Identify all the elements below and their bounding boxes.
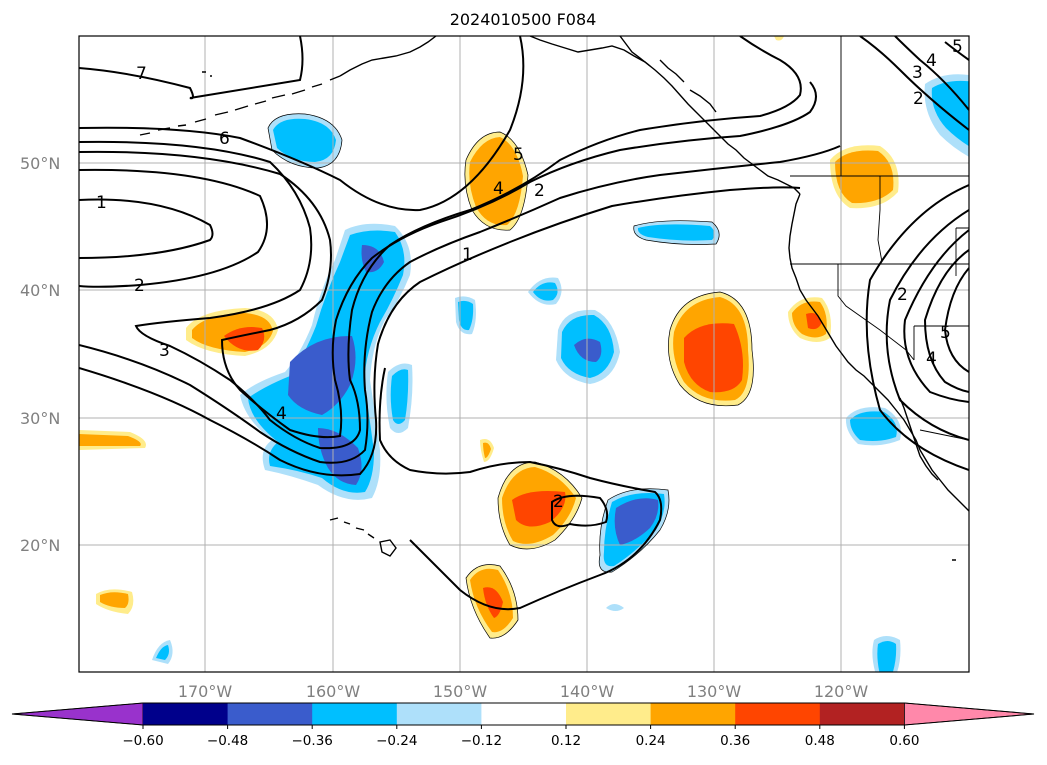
contour-label: 2 xyxy=(913,89,924,109)
lat-label: 30°N xyxy=(20,409,60,428)
contour-label: 2 xyxy=(553,492,564,512)
colorbar-segment xyxy=(735,703,821,725)
contour-label: 1 xyxy=(96,193,107,213)
colorbar: −0.60 −0.48 −0.36 −0.24 −0.12 0.12 0.24 0.36 0.4… xyxy=(11,702,1035,749)
contour-east-2 xyxy=(859,36,969,131)
contour-label: 4 xyxy=(493,179,504,199)
lon-label: 160°W xyxy=(306,682,361,701)
map-background xyxy=(79,36,969,672)
contour-3 xyxy=(79,36,802,450)
contour-label: 6 xyxy=(219,129,230,149)
gridlines xyxy=(79,36,969,672)
colorbar-segment xyxy=(650,703,736,725)
contour-label: 5 xyxy=(513,145,524,165)
colorbar-tick-label: 0.48 xyxy=(805,733,835,749)
contour-label: 5 xyxy=(952,37,963,57)
colorbar-tick-label: −0.60 xyxy=(122,733,163,749)
contour-label: 5 xyxy=(940,323,951,343)
colorbar-extend-low xyxy=(11,702,144,726)
colorbar-segment xyxy=(312,703,398,725)
contour-label: 4 xyxy=(926,349,937,369)
map-frame xyxy=(78,35,970,673)
contour-label: 4 xyxy=(926,51,937,71)
colorbar-segment xyxy=(819,703,905,725)
colorbar-segment xyxy=(143,703,229,725)
map-panel: 7 6 1 2 3 4 5 4 2 1 2 3 4 5 2 2 4 5 xyxy=(78,35,970,673)
colorbar-tick-label: 0.60 xyxy=(889,733,919,749)
contour-2-closed xyxy=(551,494,609,528)
contour-label: 3 xyxy=(159,341,170,361)
lon-label: 120°W xyxy=(814,682,869,701)
colorbar-tick-label: 0.12 xyxy=(551,733,581,749)
contour-1-west xyxy=(79,198,214,259)
latitude-labels: 50°N 40°N 30°N 20°N xyxy=(20,154,60,555)
contour-label: 7 xyxy=(136,64,147,84)
longitude-labels: 170°W 160°W 150°W 140°W 130°W 120°W xyxy=(178,682,869,701)
colorbar-tick-label: −0.24 xyxy=(376,733,417,749)
contour-label: 3 xyxy=(912,63,923,83)
contour-7 xyxy=(79,36,304,100)
contour-lines xyxy=(79,36,969,611)
contour-1-east xyxy=(79,186,801,477)
contour-4 xyxy=(79,81,817,439)
lat-label: 40°N xyxy=(20,281,60,300)
contour-2-south xyxy=(378,367,663,611)
contour-label: 1 xyxy=(462,245,473,265)
colorbar-segment xyxy=(227,703,313,725)
contour-label: 2 xyxy=(134,276,145,296)
hawaii-islands xyxy=(329,517,397,557)
contour-label-group: 7 6 1 2 3 4 5 4 2 1 2 3 4 5 2 2 4 5 xyxy=(96,37,963,512)
neg-anomaly-south3 xyxy=(606,604,624,611)
lon-label: 170°W xyxy=(178,682,233,701)
colorbar-extend-high xyxy=(904,702,1035,726)
colorbar-tick-label: −0.12 xyxy=(461,733,502,749)
contour-label: 4 xyxy=(276,404,287,424)
colorbar-tick-label: 0.24 xyxy=(636,733,666,749)
alaska-coast xyxy=(339,36,437,77)
contour-6 xyxy=(79,36,525,212)
contour-label: 2 xyxy=(534,181,545,201)
lon-label: 130°W xyxy=(687,682,742,701)
colorbar-tick-label: 0.36 xyxy=(720,733,750,749)
coastlines xyxy=(139,36,969,561)
contour-2-west xyxy=(79,168,268,288)
colorbar-tick-label: −0.36 xyxy=(292,733,333,749)
lon-label: 150°W xyxy=(433,682,488,701)
lat-label: 20°N xyxy=(20,536,60,555)
north-america-west-coast xyxy=(788,193,969,512)
colorbar-segment xyxy=(396,703,482,725)
colorbar-segment xyxy=(481,703,567,725)
lon-label: 140°W xyxy=(560,682,615,701)
lat-label: 50°N xyxy=(20,154,60,173)
contour-label: 2 xyxy=(897,285,908,305)
colorbar-tick-label: −0.48 xyxy=(207,733,248,749)
map-title: 2024010500 F084 xyxy=(450,10,597,29)
colorbar-segment xyxy=(566,703,652,725)
